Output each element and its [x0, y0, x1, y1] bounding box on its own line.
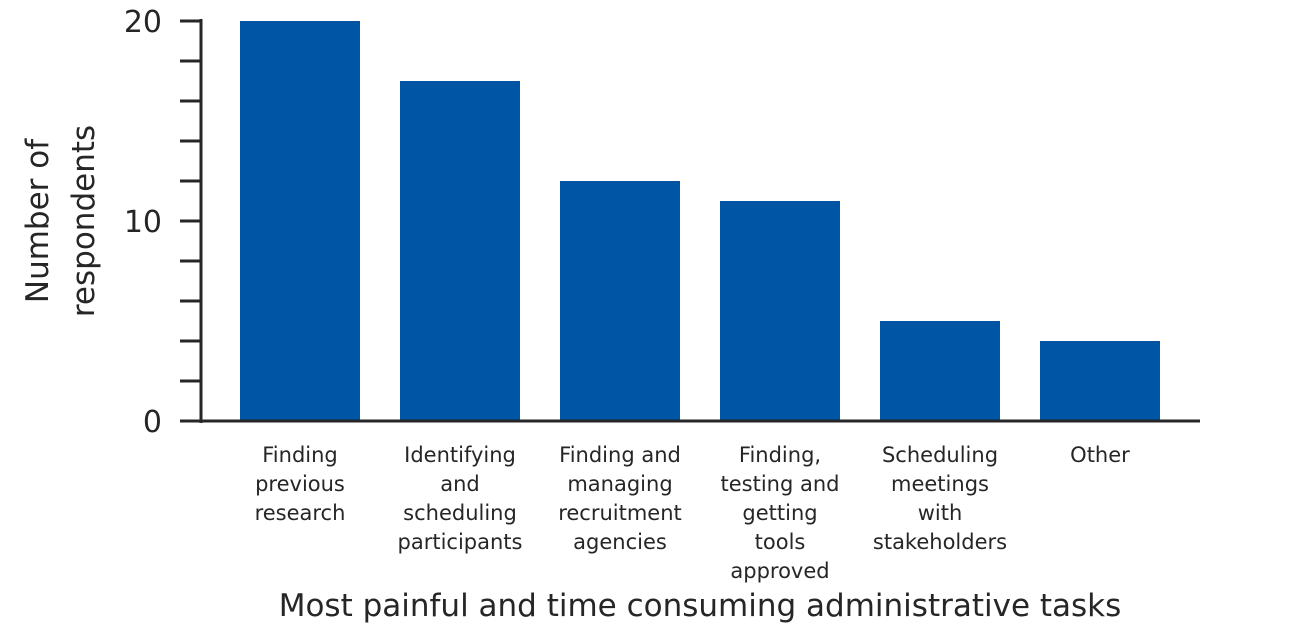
y-tick-label: 10 [124, 205, 162, 240]
bar [1040, 341, 1160, 421]
x-tick-label: meetings [891, 472, 989, 496]
y-tick-labels: 0 10 20 [124, 5, 162, 440]
x-tick-label: Identifying [404, 443, 516, 467]
x-tick-label: recruitment [558, 501, 682, 525]
x-tick-label: research [255, 501, 346, 525]
y-axis-title-line-2: respondents [66, 125, 102, 317]
x-tick-label: tools [755, 530, 806, 554]
y-tick-label: 20 [124, 5, 162, 40]
y-tick-label: 0 [143, 405, 162, 440]
x-tick-label: Scheduling [882, 443, 998, 467]
x-tick-label: with [918, 501, 963, 525]
bars [240, 21, 1160, 421]
y-axis-title-line-1: Number of [20, 138, 56, 303]
x-tick-label: approved [730, 559, 829, 583]
x-tick-label: Finding [262, 443, 338, 467]
x-tick-label: scheduling [403, 501, 517, 525]
x-tick-label: agencies [573, 530, 667, 554]
bar [880, 321, 1000, 421]
bar [560, 181, 680, 421]
bar [720, 201, 840, 421]
x-axis-title: Most painful and time consuming administ… [279, 588, 1122, 624]
x-category-labels: Finding previous research Identifying and sch… [255, 443, 1131, 583]
x-tick-label: previous [255, 472, 345, 496]
x-tick-label: managing [567, 472, 672, 496]
bar [240, 21, 360, 421]
x-tick-label: testing and [721, 472, 840, 496]
x-tick-label: getting [742, 501, 817, 525]
x-tick-label: Finding, [739, 443, 821, 467]
x-tick-label: and [440, 472, 480, 496]
x-tick-label: Finding and [559, 443, 681, 467]
axes [180, 19, 1200, 423]
x-tick-label: Other [1070, 443, 1130, 467]
bar [400, 81, 520, 421]
x-tick-label: participants [398, 530, 523, 554]
y-axis-title: Number of respondents [20, 125, 102, 317]
x-tick-label: stakeholders [873, 530, 1007, 554]
